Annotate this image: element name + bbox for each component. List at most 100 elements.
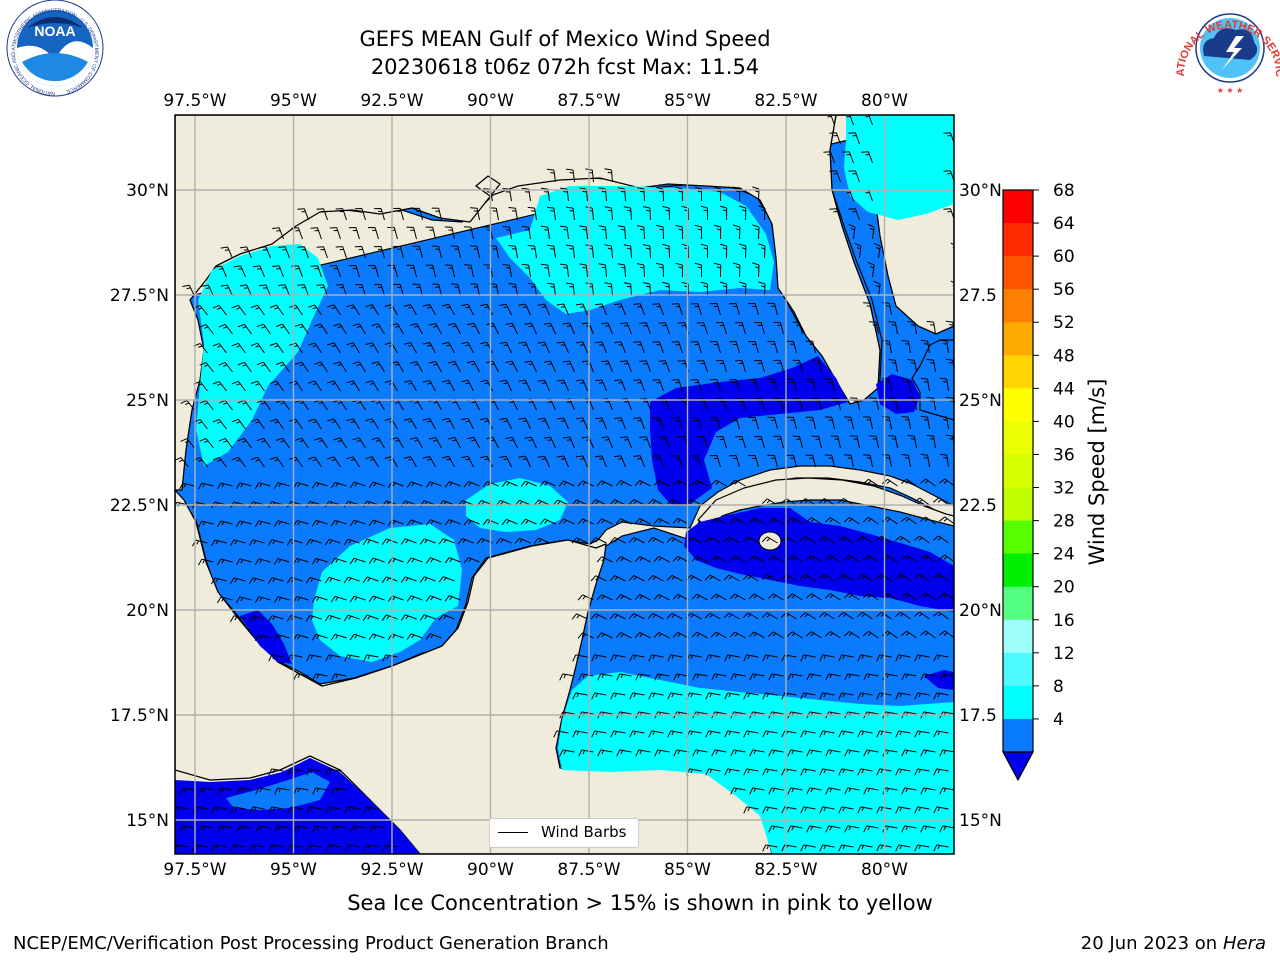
wind-barb [346, 456, 360, 468]
wind-barb [620, 436, 632, 449]
wind-barb [710, 479, 727, 487]
wind-barb [690, 379, 702, 392]
wind-barb [919, 554, 936, 563]
wind-barb [639, 360, 651, 373]
wind-barb [857, 692, 873, 700]
wind-barb [578, 749, 594, 757]
wind-barb [620, 322, 632, 335]
wind-barb [425, 264, 436, 278]
wind-barb [231, 456, 246, 468]
wind-barb [275, 361, 290, 373]
wind-barb [738, 243, 747, 259]
wind-barb [288, 304, 303, 316]
wind-barb [502, 226, 512, 240]
wind-barb [735, 322, 746, 335]
wind-barb [642, 282, 651, 297]
map-legend: Wind Barbs [489, 818, 639, 848]
wind-barb [825, 749, 841, 757]
wind-barb [579, 187, 588, 202]
wind-barb [249, 844, 265, 852]
wind-barb [590, 575, 607, 582]
wind-barb [610, 692, 626, 700]
wind-barb [406, 595, 423, 602]
wind-barb [656, 224, 664, 240]
colorbar-tick-label: 48 [1053, 346, 1075, 366]
wind-barb [562, 436, 575, 449]
wind-barb [724, 692, 740, 700]
wind-barb [754, 322, 765, 335]
wind-barb [758, 281, 766, 297]
wind-barb [596, 556, 613, 563]
wind-barb [819, 730, 835, 738]
wind-barb [229, 539, 246, 547]
wind-barb [805, 555, 822, 563]
wind-barb [849, 435, 860, 449]
wind-barb [799, 498, 816, 506]
wind-barb [848, 223, 856, 240]
wind-barb [786, 454, 797, 468]
wind-barb [642, 244, 651, 259]
wind-barb [610, 654, 626, 662]
wind-barb [212, 380, 227, 392]
wind-barb [505, 436, 518, 449]
wind-barb [748, 593, 765, 601]
wind-barb [713, 224, 722, 240]
wind-barb [636, 225, 645, 240]
wind-barb [635, 749, 651, 757]
wind-barb [857, 730, 873, 738]
wind-barb [272, 265, 284, 278]
wind-barb [211, 844, 227, 852]
wind-barb [571, 613, 588, 620]
wind-barb [767, 416, 778, 430]
wind-barb [559, 749, 575, 757]
wind-barb [656, 186, 664, 202]
wind-barb [349, 481, 366, 489]
wind-barb [218, 361, 233, 373]
wind-barb [365, 380, 379, 392]
wind-barb [558, 518, 575, 525]
wind-barb [308, 342, 322, 354]
wind-barb [895, 730, 911, 738]
wind-barb [362, 576, 379, 584]
wind-barb [575, 303, 588, 316]
wind-region-8-12-north [496, 186, 774, 314]
wind-barb [595, 417, 607, 430]
wind-barb [825, 787, 841, 795]
wind-barb [258, 246, 271, 259]
wind-barb [690, 303, 702, 316]
wind-barb [671, 417, 683, 430]
wind-barb [658, 322, 670, 335]
wind-barb [591, 654, 607, 662]
wind-barb [742, 574, 759, 582]
wind-barb [894, 611, 911, 620]
wind-barb [393, 283, 404, 297]
wind-barb [524, 360, 537, 373]
wind-barb [441, 341, 455, 354]
wind-barb [786, 517, 803, 525]
wind-barb [269, 418, 284, 430]
wind-barb [634, 632, 651, 639]
wind-barb [212, 418, 227, 430]
wind-barb [758, 243, 766, 259]
wind-barb [604, 282, 613, 297]
colorbar-tick-label: 24 [1053, 545, 1075, 565]
wind-barb [572, 692, 588, 700]
wind-barb [230, 806, 246, 814]
wind-barb [518, 417, 531, 430]
wind-barb [596, 632, 613, 639]
wind-barb [343, 538, 360, 546]
wind-barb [919, 516, 936, 525]
wind-barb [604, 168, 613, 183]
wind-barb [895, 768, 911, 776]
wind-barb [344, 844, 360, 852]
wind-barb [901, 749, 917, 757]
wind-barb [919, 478, 936, 487]
wind-barb [365, 304, 379, 316]
wind-barb [634, 518, 651, 525]
wind-barb [463, 557, 480, 564]
wind-barb [690, 455, 702, 468]
wind-barb [811, 435, 822, 449]
wind-barb [844, 825, 860, 833]
wind-barb [933, 768, 949, 776]
wind-barb [888, 435, 898, 449]
